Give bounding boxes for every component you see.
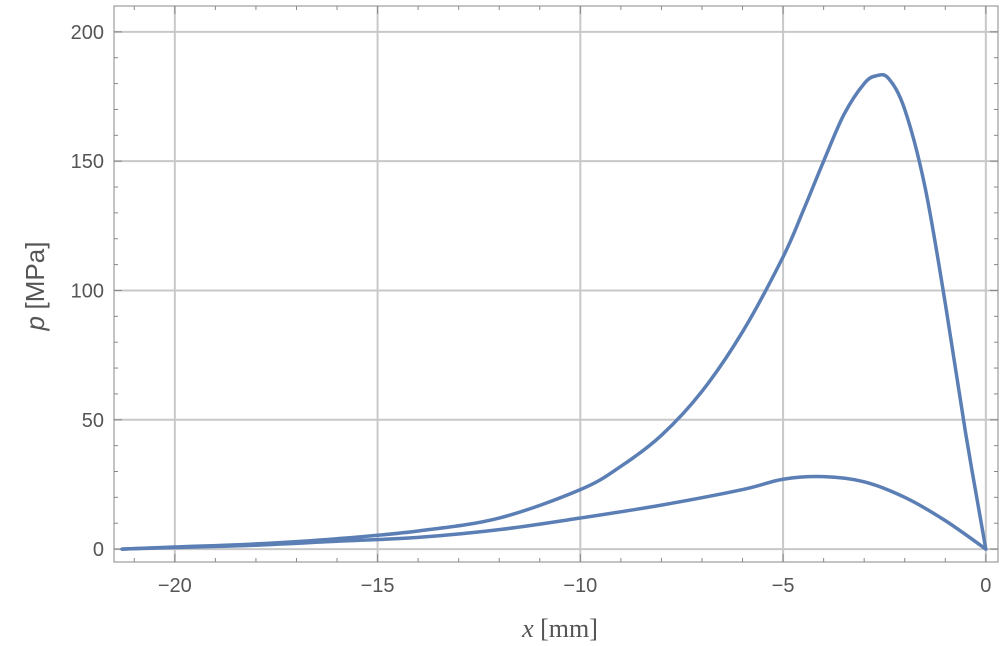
axis-ticks — [114, 6, 998, 562]
plot-frame — [113, 5, 999, 563]
x-axis-symbol: x — [521, 614, 534, 643]
x-tick-label: −20 — [158, 575, 192, 597]
y-tick-label: 50 — [82, 410, 104, 432]
y-axis-unit: [MPa] — [20, 242, 50, 310]
x-axis-label: x [mm] — [521, 614, 598, 643]
y-tick-label: 200 — [71, 22, 104, 44]
y-tick-label: 0 — [93, 539, 104, 561]
series-lines — [120, 72, 988, 551]
x-tick-label: −5 — [772, 575, 795, 597]
series-line-1 — [120, 72, 988, 551]
x-tick-label: −10 — [563, 575, 597, 597]
x-tick-label: −15 — [361, 575, 395, 597]
y-tick-label: 100 — [71, 280, 104, 302]
x-tick-label: 0 — [980, 575, 991, 597]
y-axis-label: p [MPa] — [20, 242, 50, 332]
tick-labels: −20 −15 −10 −5 0 0 50 100 150 200 — [71, 22, 992, 597]
grid-lines — [114, 6, 998, 562]
x-axis-unit: [mm] — [540, 614, 598, 643]
y-axis-symbol: p — [20, 316, 50, 331]
y-tick-label: 150 — [71, 151, 104, 173]
series-line-2 — [120, 474, 988, 551]
